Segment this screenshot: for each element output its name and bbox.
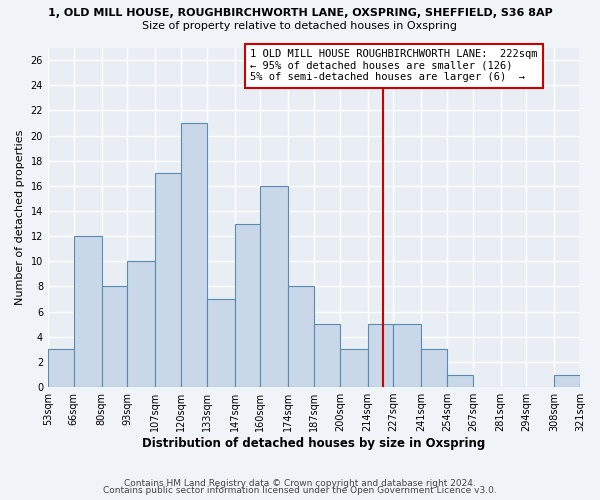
Text: Contains HM Land Registry data © Crown copyright and database right 2024.: Contains HM Land Registry data © Crown c… — [124, 478, 476, 488]
Bar — [48, 350, 74, 387]
Bar — [288, 286, 314, 387]
Bar — [554, 374, 580, 387]
X-axis label: Distribution of detached houses by size in Oxspring: Distribution of detached houses by size … — [142, 437, 485, 450]
Text: 1 OLD MILL HOUSE ROUGHBIRCHWORTH LANE:  222sqm
← 95% of detached houses are smal: 1 OLD MILL HOUSE ROUGHBIRCHWORTH LANE: 2… — [250, 49, 538, 82]
Bar — [260, 186, 288, 387]
Bar — [340, 350, 368, 387]
Text: Contains public sector information licensed under the Open Government Licence v3: Contains public sector information licen… — [103, 486, 497, 495]
Bar — [155, 174, 181, 387]
Bar — [368, 324, 394, 387]
Bar — [447, 374, 473, 387]
Y-axis label: Number of detached properties: Number of detached properties — [15, 130, 25, 305]
Text: 1, OLD MILL HOUSE, ROUGHBIRCHWORTH LANE, OXSPRING, SHEFFIELD, S36 8AP: 1, OLD MILL HOUSE, ROUGHBIRCHWORTH LANE,… — [47, 8, 553, 18]
Bar — [314, 324, 340, 387]
Text: Size of property relative to detached houses in Oxspring: Size of property relative to detached ho… — [143, 21, 458, 31]
Bar — [394, 324, 421, 387]
Bar — [101, 286, 127, 387]
Bar — [235, 224, 260, 387]
Bar — [207, 299, 235, 387]
Bar — [421, 350, 447, 387]
Bar — [74, 236, 101, 387]
Bar — [127, 262, 155, 387]
Bar — [181, 123, 207, 387]
